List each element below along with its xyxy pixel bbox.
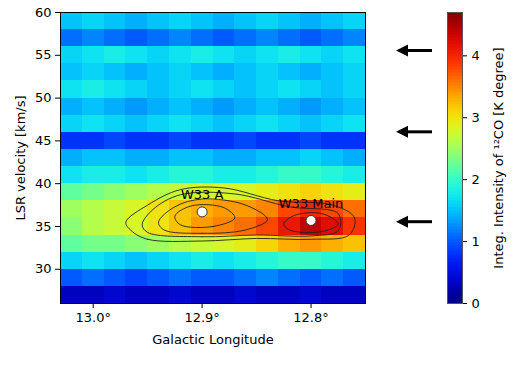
svg-text:55: 55 xyxy=(35,47,52,62)
svg-text:4: 4 xyxy=(472,48,480,63)
svg-text:1: 1 xyxy=(472,234,480,249)
svg-text:2: 2 xyxy=(472,172,480,187)
svg-text:3: 3 xyxy=(472,110,480,125)
svg-text:50: 50 xyxy=(35,90,52,105)
svg-text:12.8°: 12.8° xyxy=(293,310,328,325)
svg-text:12.9°: 12.9° xyxy=(184,310,219,325)
svg-text:0: 0 xyxy=(472,296,480,311)
svg-text:Integ. Intensity of ¹²CO [K de: Integ. Intensity of ¹²CO [K degree] xyxy=(491,47,506,268)
svg-text:Galactic Longitude: Galactic Longitude xyxy=(152,332,273,347)
svg-text:35: 35 xyxy=(35,219,52,234)
svg-text:30: 30 xyxy=(35,261,52,276)
svg-text:45: 45 xyxy=(35,133,52,148)
svg-text:13.0°: 13.0° xyxy=(75,310,110,325)
svg-text:W33 A: W33 A xyxy=(181,187,224,202)
svg-text:40: 40 xyxy=(35,176,52,191)
svg-text:W33 Main: W33 Main xyxy=(279,196,344,211)
svg-text:60: 60 xyxy=(35,5,52,20)
svg-text:LSR velocity [km/s]: LSR velocity [km/s] xyxy=(13,95,28,220)
